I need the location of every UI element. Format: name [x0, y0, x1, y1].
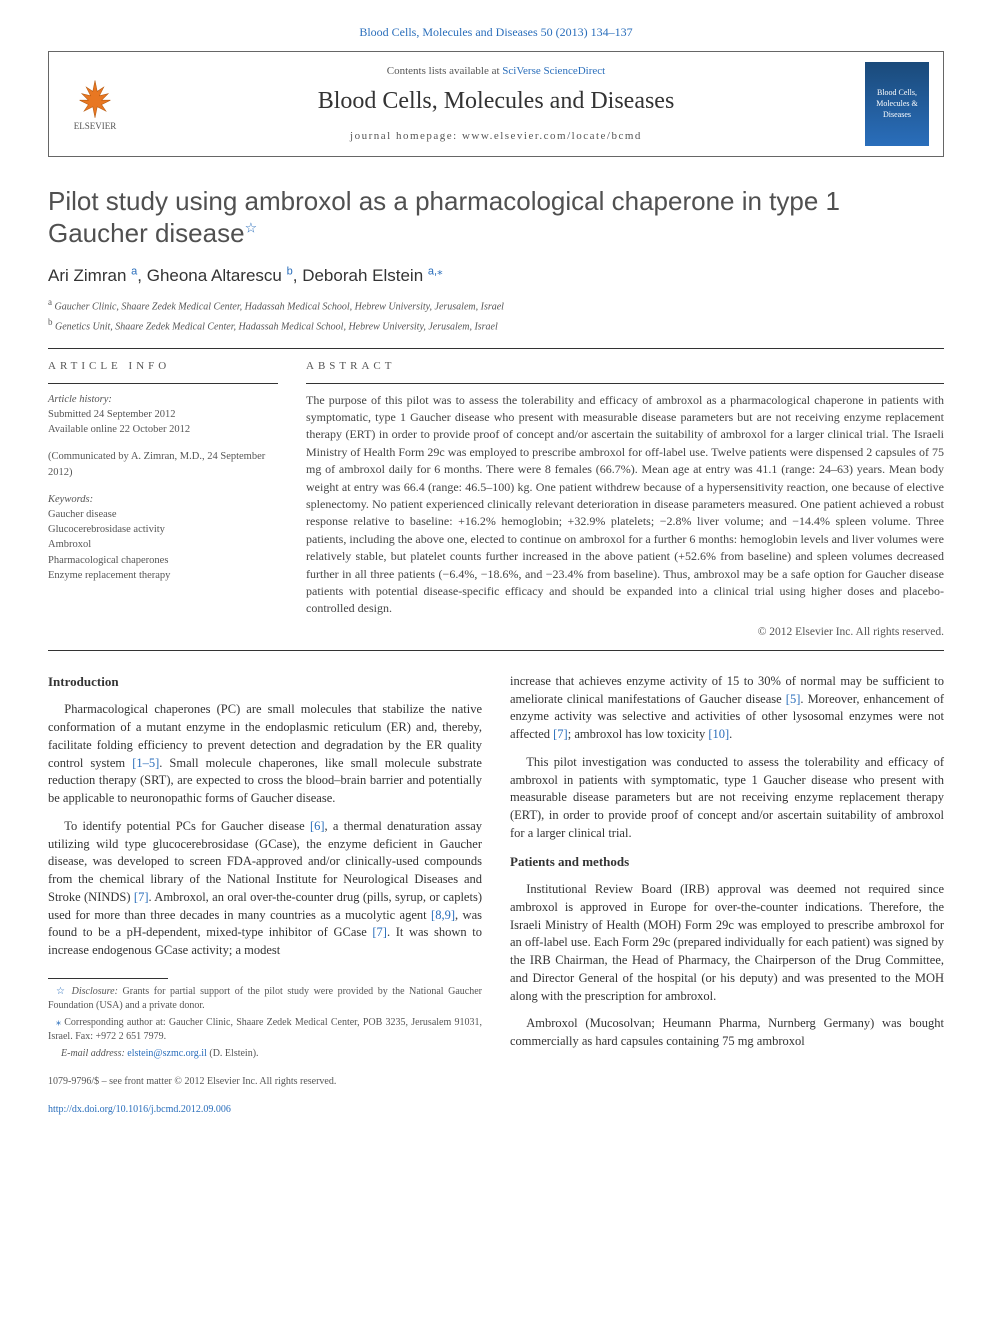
doi-link[interactable]: http://dx.doi.org/10.1016/j.bcmd.2012.09…: [48, 1104, 231, 1115]
article-history: Article history: Submitted 24 September …: [48, 392, 278, 438]
keyword: Pharmacological chaperones: [48, 553, 278, 568]
footnotes: ☆ Disclosure: Grants for partial support…: [48, 985, 482, 1061]
history-item: Available online 22 October 2012: [48, 422, 278, 437]
top-citation: Blood Cells, Molecules and Diseases 50 (…: [48, 24, 944, 41]
citation-link[interactable]: [7]: [553, 727, 568, 741]
body-two-column: Introduction Pharmacological chaperones …: [48, 673, 944, 1117]
body-paragraph: Pharmacological chaperones (PC) are smal…: [48, 701, 482, 808]
author: Ari Zimran: [48, 266, 126, 285]
citation-link[interactable]: [7]: [134, 890, 149, 904]
keyword: Ambroxol: [48, 537, 278, 552]
author-aff-sup: b: [287, 265, 293, 277]
author: Deborah Elstein: [302, 266, 423, 285]
header-center: Contents lists available at SciVerse Sci…: [143, 64, 849, 144]
keywords-block: Keywords: Gaucher disease Glucocerebrosi…: [48, 492, 278, 583]
abstract-text: The purpose of this pilot was to assess …: [306, 392, 944, 618]
affiliation: a Gaucher Clinic, Shaare Zedek Medical C…: [48, 296, 944, 314]
body-paragraph: Institutional Review Board (IRB) approva…: [510, 881, 944, 1005]
top-citation-link[interactable]: Blood Cells, Molecules and Diseases 50 (…: [359, 25, 632, 39]
citation-link[interactable]: [5]: [786, 692, 801, 706]
section-rule: [48, 348, 944, 349]
author-aff-sup: a: [131, 265, 137, 277]
contents-line: Contents lists available at SciVerse Sci…: [143, 64, 849, 79]
elsevier-tree-icon: [73, 76, 117, 120]
body-paragraph: increase that achieves enzyme activity o…: [510, 673, 944, 744]
history-head: Article history:: [48, 392, 278, 407]
section-heading-introduction: Introduction: [48, 673, 482, 691]
author-corr-sup: ⁎: [437, 265, 443, 277]
rule: [306, 383, 944, 384]
rule: [48, 383, 278, 384]
journal-header: ELSEVIER Contents lists available at Sci…: [48, 51, 944, 157]
journal-cover-thumb: Blood Cells, Molecules & Diseases: [865, 62, 929, 146]
front-matter-line: 1079-9796/$ – see front matter © 2012 El…: [48, 1075, 482, 1089]
footnote-rule: [48, 978, 168, 979]
communicated-by: (Communicated by A. Zimran, M.D., 24 Sep…: [48, 449, 278, 479]
citation-link[interactable]: [7]: [372, 925, 387, 939]
article-info-head: ARTICLE INFO: [48, 359, 278, 374]
citation-link[interactable]: [1–5]: [132, 756, 159, 770]
authors-line: Ari Zimran a, Gheona Altarescu b, Debora…: [48, 264, 944, 288]
article-title: Pilot study using ambroxol as a pharmaco…: [48, 185, 944, 250]
keywords-head: Keywords:: [48, 492, 278, 507]
body-paragraph: Ambroxol (Mucosolvan; Heumann Pharma, Nu…: [510, 1015, 944, 1051]
journal-name: Blood Cells, Molecules and Diseases: [143, 85, 849, 119]
publisher-name: ELSEVIER: [74, 120, 117, 133]
footnote-corresponding: ⁎ Corresponding author at: Gaucher Clini…: [48, 1016, 482, 1044]
citation-link[interactable]: [10]: [708, 727, 729, 741]
body-left-col: Introduction Pharmacological chaperones …: [48, 673, 482, 1117]
keyword: Glucocerebrosidase activity: [48, 522, 278, 537]
article-info-block: ARTICLE INFO Article history: Submitted …: [48, 359, 278, 640]
email-link[interactable]: elstein@szmc.org.il: [127, 1048, 207, 1059]
body-right-col: increase that achieves enzyme activity o…: [510, 673, 944, 1117]
title-footnote-star: ☆: [245, 220, 258, 236]
sciencedirect-link[interactable]: SciVerse ScienceDirect: [502, 65, 605, 77]
section-heading-patients-methods: Patients and methods: [510, 853, 944, 871]
meta-and-abstract: ARTICLE INFO Article history: Submitted …: [48, 359, 944, 640]
citation-link[interactable]: [6]: [310, 819, 325, 833]
history-item: Submitted 24 September 2012: [48, 407, 278, 422]
abstract-head: ABSTRACT: [306, 359, 944, 374]
author: Gheona Altarescu: [147, 266, 282, 285]
body-paragraph: This pilot investigation was conducted t…: [510, 754, 944, 843]
abstract-copyright: © 2012 Elsevier Inc. All rights reserved…: [306, 624, 944, 640]
author-aff-sup: a,: [428, 265, 437, 277]
abstract-block: ABSTRACT The purpose of this pilot was t…: [306, 359, 944, 640]
publisher-logo: ELSEVIER: [63, 68, 127, 140]
body-paragraph: To identify potential PCs for Gaucher di…: [48, 818, 482, 960]
footnote-disclosure: ☆ Disclosure: Grants for partial support…: [48, 985, 482, 1013]
keyword: Enzyme replacement therapy: [48, 568, 278, 583]
affiliation: b Genetics Unit, Shaare Zedek Medical Ce…: [48, 316, 944, 334]
journal-homepage: journal homepage: www.elsevier.com/locat…: [143, 129, 849, 144]
footnote-email: E-mail address: elstein@szmc.org.il (D. …: [48, 1047, 482, 1061]
citation-link[interactable]: [8,9]: [431, 908, 455, 922]
keyword: Gaucher disease: [48, 507, 278, 522]
section-rule: [48, 650, 944, 651]
star-icon: ☆: [56, 986, 67, 997]
doi-line: http://dx.doi.org/10.1016/j.bcmd.2012.09…: [48, 1103, 482, 1117]
